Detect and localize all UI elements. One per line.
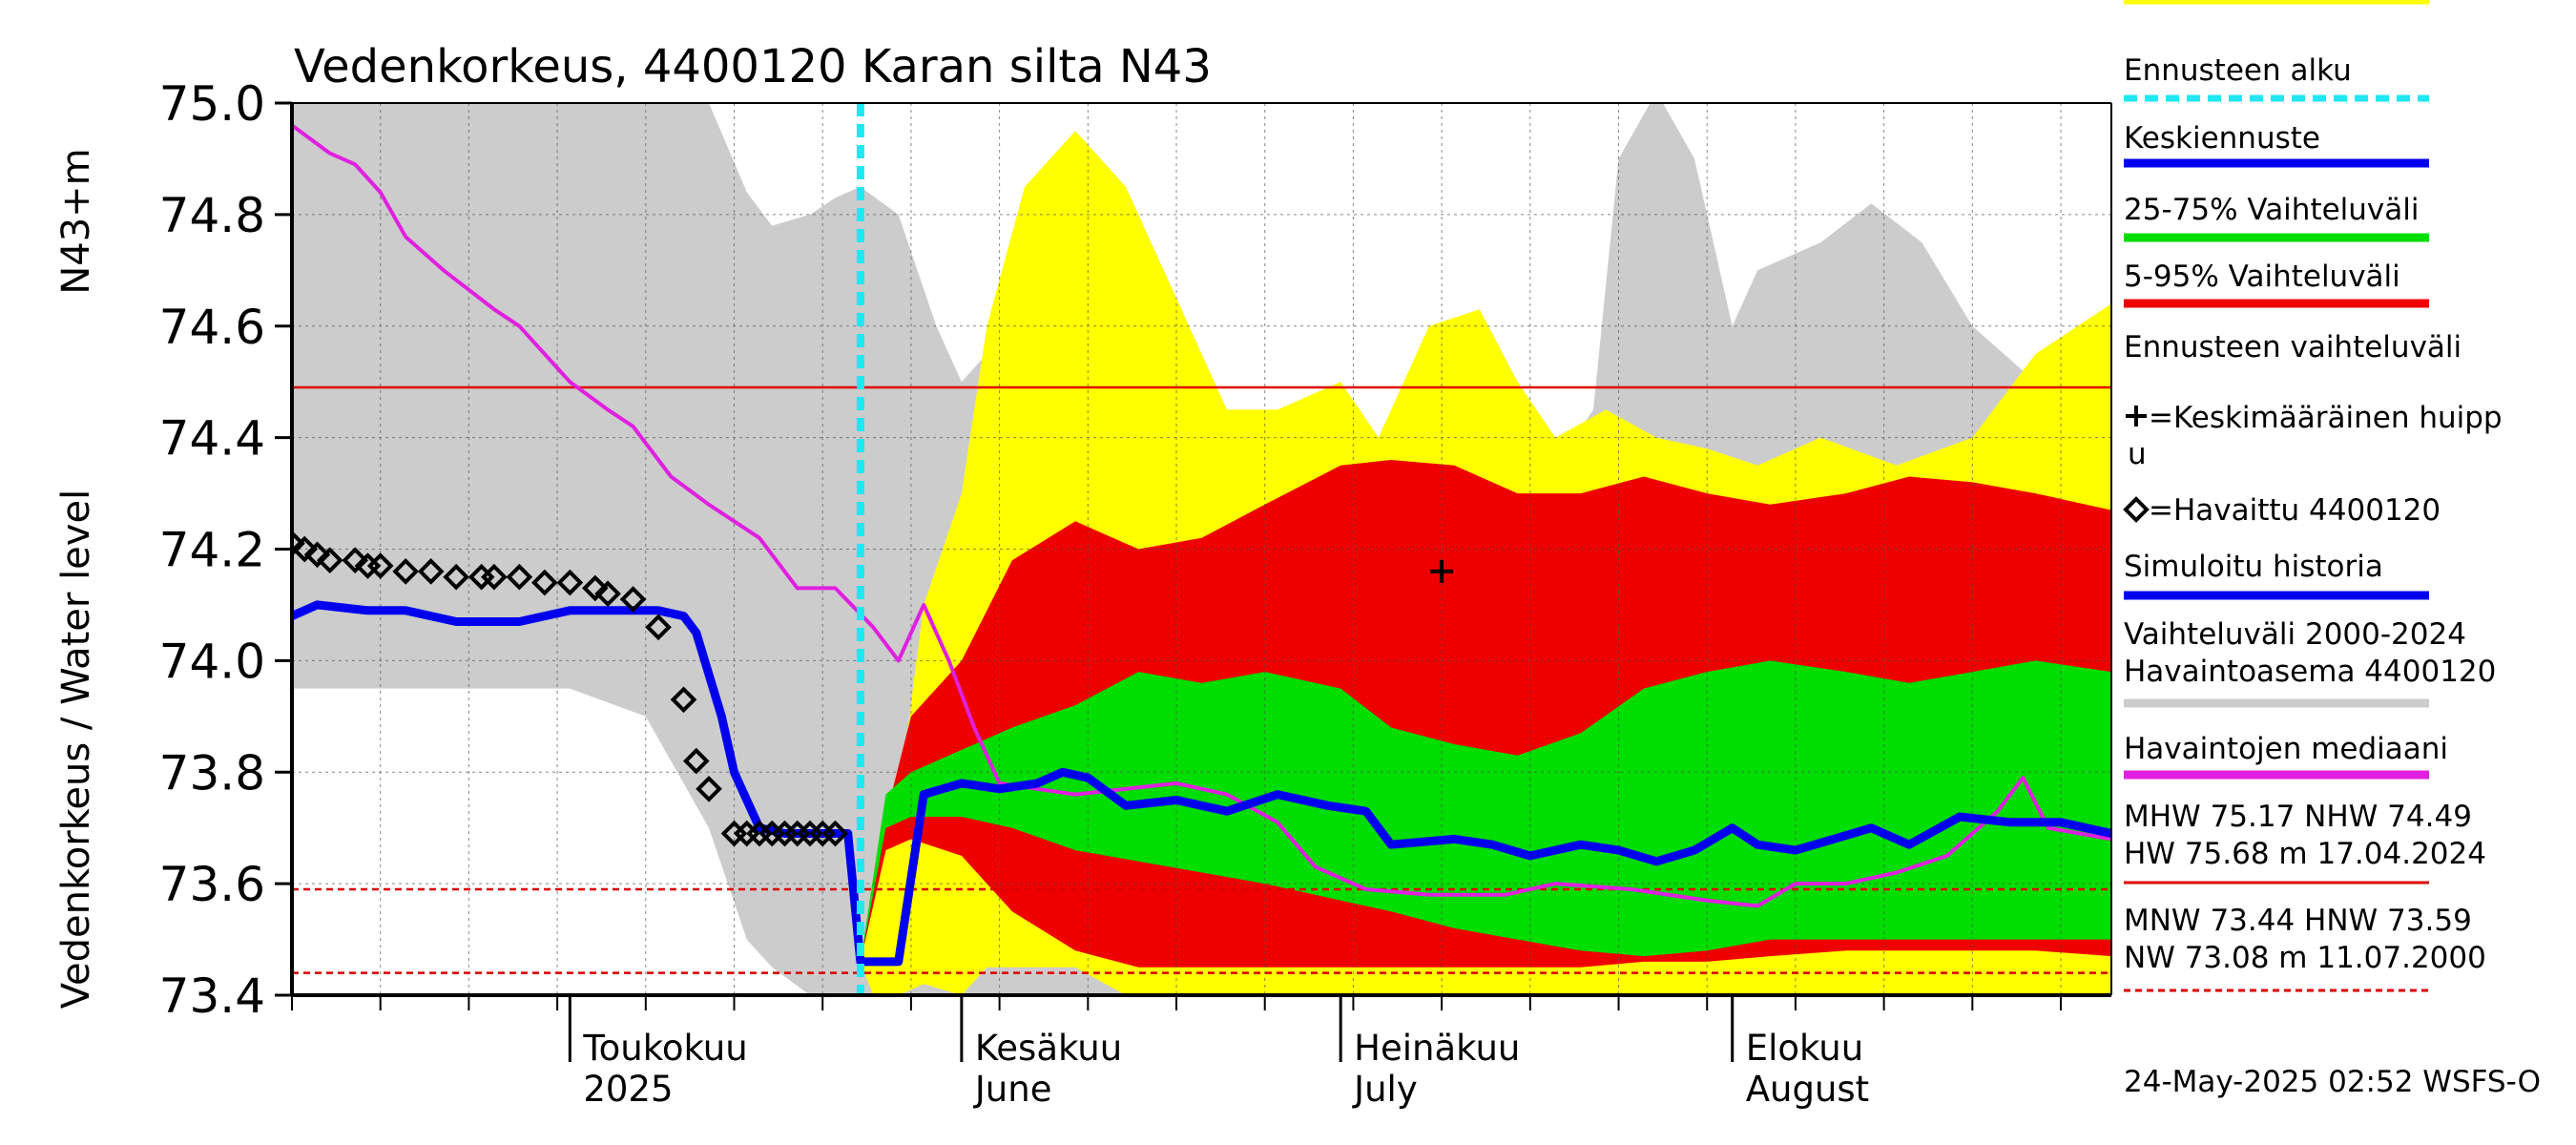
legend-peak-marker bbox=[2126, 406, 2147, 427]
stats-line-4: NW 73.08 m 11.07.2000 bbox=[2124, 941, 2486, 975]
timestamp: 24-May-2025 02:52 WSFS-O bbox=[2124, 1065, 2541, 1099]
legend-label: Havaintoasema 4400120 bbox=[2124, 655, 2496, 689]
x-tick-label: Toukokuu bbox=[582, 1028, 747, 1069]
legend-label: Vaihteluväli 2000-2024 bbox=[2124, 617, 2466, 652]
mean-peak-marker bbox=[1430, 559, 1454, 583]
legend-label: 5-95% Vaihteluväli bbox=[2124, 260, 2400, 294]
plot-axes: 73.4 73.6 73.8 74.0 74.2 74.4 74.6 74.8 75.0 Touk… bbox=[159, 76, 2112, 1110]
median-line bbox=[292, 123, 2111, 908]
y-tick-label: 73.8 bbox=[159, 745, 265, 801]
y-tick-label: 74.0 bbox=[159, 634, 265, 689]
y-tick-label: 75.0 bbox=[159, 76, 265, 132]
x-tick-sublabel: August bbox=[1746, 1069, 1869, 1110]
observed-point bbox=[342, 547, 369, 574]
x-tick-sublabel: 2025 bbox=[583, 1069, 673, 1110]
observed-point bbox=[316, 547, 343, 574]
mean-forecast-line bbox=[843, 767, 2111, 967]
stats-line-3: MNW 73.44 HNW 73.59 bbox=[2124, 904, 2472, 938]
legend-label: =Havaittu 4400120 bbox=[2149, 493, 2441, 528]
legend-label: Havaintojen mediaani bbox=[2124, 732, 2448, 766]
x-tick-label: Elokuu bbox=[1746, 1028, 1863, 1069]
y-axis-label: Vedenkorkeus / Water level bbox=[54, 489, 98, 1009]
y-tick-label: 73.4 bbox=[159, 968, 265, 1024]
observed-point bbox=[556, 569, 584, 596]
observed-point bbox=[821, 820, 849, 847]
x-tick-label: Heinäkuu bbox=[1354, 1028, 1520, 1069]
y-tick-label: 73.6 bbox=[159, 857, 265, 912]
legend: Ennusteen alku Keskiennuste 25-75% Vaihtel… bbox=[2123, 0, 2503, 780]
legend-label: 25-75% Vaihteluväli bbox=[2124, 193, 2420, 227]
observed-point bbox=[645, 614, 672, 641]
legend-label: Simuloitu historia bbox=[2124, 550, 2383, 584]
y-axis-unit: N43+m bbox=[54, 148, 98, 294]
plot-lines bbox=[292, 103, 2111, 995]
stats-line-1: MHW 75.17 NHW 74.49 bbox=[2124, 800, 2472, 834]
observed-point bbox=[682, 747, 710, 775]
observed-point bbox=[594, 580, 621, 608]
observed-point bbox=[292, 530, 305, 557]
observed-point bbox=[303, 541, 331, 569]
p25-75-band bbox=[860, 660, 2111, 962]
observed-point bbox=[366, 552, 394, 579]
observed-point bbox=[670, 686, 697, 714]
y-tick-label: 74.8 bbox=[159, 188, 265, 243]
observed-point bbox=[506, 563, 533, 591]
observed-point bbox=[417, 558, 445, 585]
observed-point bbox=[392, 558, 420, 585]
stats-line-2: HW 75.68 m 17.04.2024 bbox=[2124, 837, 2486, 871]
observed-point bbox=[292, 535, 319, 563]
x-tick-sublabel: July bbox=[1352, 1069, 1418, 1110]
y-tick-label: 74.6 bbox=[159, 300, 265, 355]
x-tick-label: Kesäkuu bbox=[975, 1028, 1122, 1069]
legend-label: =Keskimääräinen huipp bbox=[2149, 401, 2503, 435]
observed-point bbox=[531, 569, 558, 596]
legend-label-wrap: u bbox=[2128, 437, 2147, 471]
y-tick-label: 74.4 bbox=[159, 411, 265, 467]
legend-label: Keskiennuste bbox=[2124, 121, 2320, 156]
y-tick-label: 74.2 bbox=[159, 523, 265, 578]
chart-title: Vedenkorkeus, 4400120 Karan silta N43 bbox=[294, 40, 1212, 94]
legend-label: Ennusteen vaihteluväli bbox=[2124, 330, 2462, 364]
observed-point bbox=[443, 563, 469, 591]
legend-observed-marker bbox=[2123, 496, 2150, 523]
observed-point bbox=[619, 586, 647, 613]
x-tick-sublabel: June bbox=[973, 1069, 1052, 1110]
observed-point bbox=[481, 563, 508, 591]
observed-point bbox=[696, 775, 722, 802]
legend-label: Ennusteen alku bbox=[2124, 53, 2352, 88]
observed-point bbox=[582, 574, 609, 602]
